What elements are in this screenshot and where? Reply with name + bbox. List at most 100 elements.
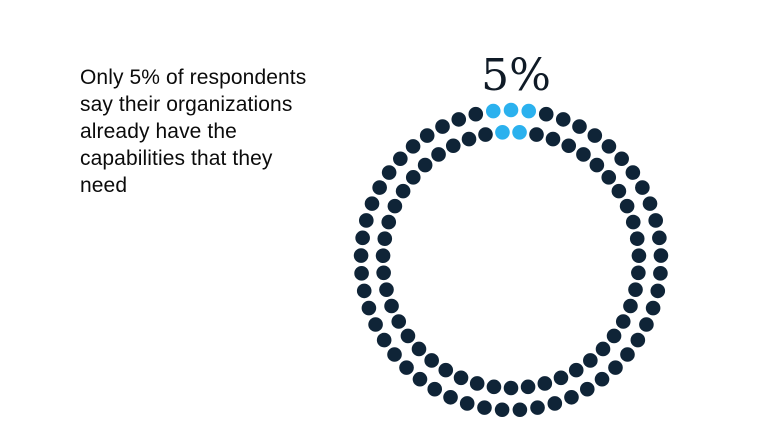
dot [356,283,372,299]
dot [619,198,635,214]
dot [653,248,669,263]
dot [353,248,369,263]
dot [424,353,439,368]
dot [564,389,579,405]
dot [606,328,622,344]
dot [538,106,554,122]
dot [451,112,467,127]
dot [547,396,563,411]
dot [583,353,598,368]
dot [635,180,650,195]
dot [355,230,370,246]
dot [412,371,428,387]
dot [461,131,477,147]
dot [395,183,411,199]
dot [530,400,545,415]
dot [359,213,374,228]
dot [625,214,641,230]
dot [468,106,484,122]
dot [405,170,421,185]
dot [445,138,461,154]
dot [459,396,475,411]
dot [438,362,454,378]
dot [494,402,510,418]
dot [642,196,658,211]
dot [379,282,394,297]
dot [572,119,587,134]
dot [435,119,450,134]
dot [537,376,553,391]
dot [503,380,519,396]
dot [372,180,387,195]
dot [620,347,635,362]
dot [631,248,647,264]
dot [555,112,571,127]
percentage-value-label: 5% [481,50,551,101]
dot [545,131,561,147]
dot [364,196,380,211]
dot [611,183,627,199]
dot [561,138,577,154]
dot [648,213,663,228]
dot [354,266,369,281]
dot [477,400,492,415]
dot [615,314,631,329]
dot [579,381,595,397]
dot [589,157,605,173]
dot [553,370,569,386]
dot [377,231,393,247]
dot [453,370,469,386]
dot [601,139,617,154]
dot [384,298,399,314]
dot [630,332,646,348]
dot [431,147,446,162]
dot [650,283,666,299]
dot [576,147,591,162]
dot [623,298,638,314]
dot [387,347,402,362]
dot [614,151,629,167]
dot [443,389,458,405]
dot [625,165,641,180]
dot [629,231,645,247]
dot [419,128,435,143]
dot [399,360,414,375]
dot [587,128,603,143]
dot [529,127,544,142]
dot [520,379,536,395]
dot [391,314,407,329]
dot [376,265,391,281]
dot [361,300,377,316]
dot [469,376,485,391]
dot [381,165,397,180]
dot [568,362,584,378]
dot [512,402,528,418]
caption-text: Only 5% of respondents say their organiz… [80,66,307,197]
dot [417,157,433,173]
dot [375,248,391,264]
dot [652,230,667,246]
dot [639,317,654,332]
dot [486,379,502,395]
highlighted-dot [512,124,527,140]
dot [400,328,416,344]
dot [381,214,397,230]
dot [478,127,493,142]
highlighted-dot [495,124,510,140]
dot [411,341,427,357]
dot [628,282,643,297]
dot [405,139,421,154]
dot [631,265,646,281]
dot [653,266,668,281]
dot [387,198,403,214]
highlighted-dot [503,102,519,118]
dot [376,332,392,348]
dot [368,317,383,332]
highlighted-dot [485,103,501,119]
dot [427,381,443,397]
dot [645,300,661,316]
dot [393,151,408,167]
dot [595,341,611,357]
highlighted-dot [521,103,537,119]
